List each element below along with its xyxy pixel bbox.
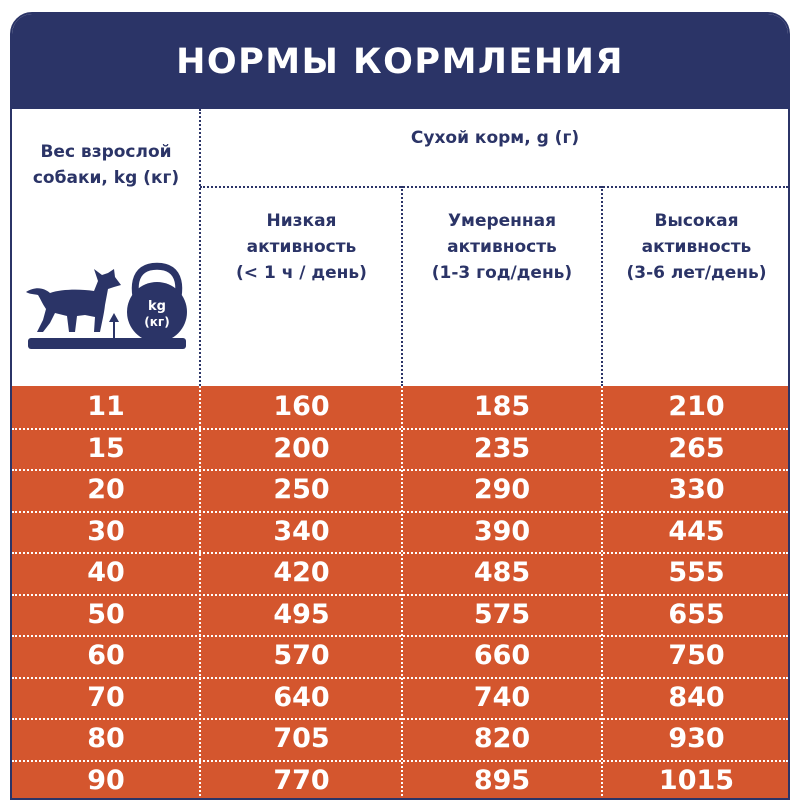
table-row: 80 705 820 930	[12, 718, 788, 760]
table-row: 40 420 485 555	[12, 552, 788, 594]
portion-cell: 290	[473, 474, 531, 506]
activity-low-header: Низкая активность (< 1 ч / день)	[202, 208, 401, 286]
table-row: 30 340 390 445	[12, 511, 788, 553]
column-divider	[401, 386, 403, 798]
dry-food-header: Сухой корм, g (г)	[200, 125, 788, 151]
portion-cell: 200	[273, 432, 330, 464]
activity-moderate-header: Умеренная активность (1-3 год/день)	[403, 208, 601, 286]
header-divider-1	[199, 109, 201, 386]
activity-high-line-2: активность	[641, 237, 752, 257]
portion-cell: 1015	[658, 764, 735, 796]
weight-cell: 11	[87, 391, 125, 423]
scale-base-icon	[28, 338, 186, 349]
header-hline	[200, 186, 788, 188]
portion-cell: 420	[273, 557, 330, 589]
portion-cell: 740	[473, 681, 531, 713]
portion-cell: 655	[668, 598, 725, 630]
row-divider	[12, 718, 788, 720]
table-body: 11 160 185 210 15 200 235 265 20 250 290 330 30 340 39…	[12, 386, 788, 799]
weight-cell: 90	[87, 764, 125, 796]
column-divider	[601, 386, 603, 798]
weight-cell: 20	[87, 474, 125, 506]
row-divider	[12, 510, 788, 513]
column-divider	[199, 386, 201, 798]
portion-cell: 660	[473, 640, 531, 672]
weight-cell: 70	[87, 681, 125, 713]
portion-cell: 495	[273, 598, 330, 630]
table-header: Вес взрослой собаки, kg (кг) Сухой корм,…	[12, 109, 788, 386]
activity-high-line-3: (3-6 лет/день)	[626, 263, 767, 283]
portion-cell: 185	[473, 391, 531, 423]
kettlebell-unit-en: kg	[148, 299, 166, 314]
row-divider	[12, 593, 788, 596]
row-divider	[12, 676, 788, 679]
table-row: 11 160 185 210	[12, 386, 788, 428]
weight-cell: 50	[87, 598, 125, 630]
weight-cell: 80	[87, 723, 125, 755]
table-row: 90 770 895 1015	[12, 760, 788, 799]
arrow-up-icon	[109, 313, 119, 344]
page-title: НОРМЫ КОРМЛЕНИЯ	[176, 41, 624, 82]
table-row: 15 200 235 265	[12, 428, 788, 470]
activity-high-line-1: Высокая	[654, 211, 739, 231]
portion-cell: 750	[668, 640, 725, 672]
portion-cell: 160	[273, 391, 330, 423]
weight-header: Вес взрослой собаки, kg (кг)	[12, 139, 200, 191]
dog-icon	[26, 269, 121, 332]
weight-header-line-2: собаки, kg (кг)	[32, 168, 180, 188]
portion-cell: 705	[273, 723, 330, 755]
header-divider-2	[401, 186, 403, 386]
portion-cell: 640	[273, 681, 330, 713]
dry-food-label: Сухой корм, g (г)	[410, 128, 580, 148]
portion-cell: 330	[668, 474, 725, 506]
title-bar: НОРМЫ КОРМЛЕНИЯ	[12, 14, 788, 109]
portion-cell: 895	[473, 764, 531, 796]
row-divider	[12, 635, 788, 637]
activity-moderate-line-1: Умеренная	[447, 211, 557, 231]
portion-cell: 570	[273, 640, 330, 672]
portion-cell: 485	[473, 557, 531, 589]
kettlebell-unit-ru: (кг)	[144, 315, 169, 329]
row-divider	[12, 469, 788, 471]
activity-low-line-3: (< 1 ч / день)	[236, 263, 367, 283]
portion-cell: 555	[668, 557, 725, 589]
portion-cell: 265	[668, 432, 725, 464]
table-row: 60 570 660 750	[12, 635, 788, 677]
portion-cell: 210	[668, 391, 725, 423]
row-divider	[12, 427, 788, 430]
table-row: 50 495 575 655	[12, 594, 788, 636]
kettlebell-icon: kg (кг)	[127, 262, 187, 342]
weight-cell: 40	[87, 557, 125, 589]
portion-cell: 820	[473, 723, 531, 755]
feeding-table-card: НОРМЫ КОРМЛЕНИЯ Вес взрослой собаки, kg …	[10, 12, 790, 800]
table-row: 70 640 740 840	[12, 677, 788, 719]
portion-cell: 235	[473, 432, 531, 464]
header-divider-3	[601, 186, 603, 386]
weight-cell: 30	[87, 515, 125, 547]
portion-cell: 930	[668, 723, 725, 755]
portion-cell: 840	[668, 681, 725, 713]
portion-cell: 770	[273, 764, 330, 796]
portion-cell: 575	[473, 598, 531, 630]
activity-moderate-line-3: (1-3 год/день)	[431, 263, 573, 283]
activity-low-line-2: активность	[246, 237, 357, 257]
portion-cell: 250	[273, 474, 330, 506]
dog-weight-illustration: kg (кг)	[26, 262, 187, 349]
weight-header-line-1: Вес взрослой	[40, 142, 172, 162]
portion-cell: 445	[668, 515, 725, 547]
activity-low-line-1: Низкая	[266, 211, 337, 231]
row-divider	[12, 552, 788, 554]
portion-cell: 340	[273, 515, 330, 547]
activity-moderate-line-2: активность	[447, 237, 557, 257]
table-row: 20 250 290 330	[12, 469, 788, 511]
portion-cell: 390	[473, 515, 531, 547]
row-divider	[12, 759, 788, 762]
weight-cell: 15	[87, 432, 125, 464]
weight-cell: 60	[87, 640, 125, 672]
activity-high-header: Высокая активность (3-6 лет/день)	[603, 208, 788, 286]
